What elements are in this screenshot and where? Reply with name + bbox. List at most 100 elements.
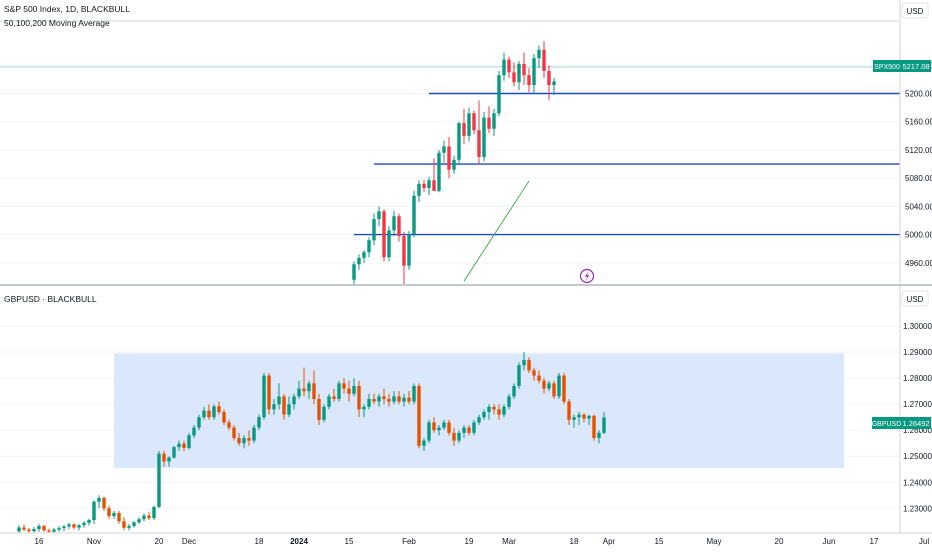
gbpusd-candle-body bbox=[357, 385, 361, 410]
gbpusd-candle-body bbox=[362, 406, 366, 410]
gbpusd-candle-body bbox=[437, 427, 441, 431]
gbpusd-candle-body bbox=[462, 427, 466, 433]
spx-candle-body bbox=[392, 216, 396, 231]
spx-candle-body bbox=[447, 146, 451, 170]
gbpusd-candle-body bbox=[562, 375, 566, 402]
spx-candle-body bbox=[362, 252, 366, 258]
gbpusd-candle-body bbox=[32, 529, 36, 532]
gbpusd-candle-body bbox=[112, 512, 116, 517]
gbpusd-candle-body bbox=[532, 370, 536, 376]
gbpusd-candle-body bbox=[272, 404, 276, 410]
gbpusd-candle-body bbox=[47, 530, 51, 532]
time-tick-label: 18 bbox=[570, 537, 579, 546]
spx-candle-body bbox=[427, 180, 431, 189]
gbpusd-pane[interactable]: GBPUSD · BLACKBULL bbox=[0, 286, 900, 533]
spx-candle-body bbox=[512, 72, 516, 83]
spx-currency-button[interactable]: USD bbox=[901, 2, 929, 19]
time-tick-label: Nov bbox=[87, 537, 101, 546]
event-lightning-icon[interactable] bbox=[579, 268, 595, 284]
gbpusd-tick-label: 1.27000 bbox=[903, 400, 932, 409]
spx-candle-body bbox=[437, 152, 441, 191]
spx-symbol-badge bbox=[873, 60, 901, 72]
gbpusd-candle-body bbox=[557, 375, 561, 397]
gbpusd-range-box[interactable] bbox=[114, 353, 844, 468]
gbpusd-candle-body bbox=[257, 417, 261, 428]
gbpusd-candle-body bbox=[92, 501, 96, 520]
time-tick-label: 20 bbox=[775, 537, 784, 546]
gbpusd-candle-body bbox=[592, 415, 596, 439]
gbpusd-candle-body bbox=[287, 404, 291, 415]
time-tick-label: 2024 bbox=[290, 537, 308, 546]
time-tick-label: 16 bbox=[35, 537, 44, 546]
time-axis-background bbox=[0, 533, 932, 550]
gbpusd-title: GBPUSD · BLACKBULL bbox=[4, 294, 97, 304]
spx-price-badges: SPX500 5217.08 bbox=[873, 60, 931, 72]
gbpusd-candle-body bbox=[482, 412, 486, 418]
gbpusd-candle-body bbox=[597, 432, 601, 439]
gbpusd-candle-body bbox=[567, 401, 571, 420]
time-tick-label: 15 bbox=[345, 537, 354, 546]
spx-tick-label: 5080.00 bbox=[905, 174, 932, 183]
spx-price-axis[interactable]: USD 5240.005200.005160.005120.005080.005… bbox=[899, 0, 932, 284]
gbpusd-candle-body bbox=[332, 396, 336, 399]
spx-candle-body bbox=[442, 146, 446, 153]
spx-candle-body bbox=[432, 180, 436, 191]
gbpusd-candle-body bbox=[162, 453, 166, 462]
time-axis[interactable]: 16 Nov 20 Dec 18 2024 15 Feb 19 Mar 18 Apr 15 May 20 Ju… bbox=[0, 532, 932, 550]
gbpusd-candle-body bbox=[122, 521, 126, 528]
gbpusd-candle-body bbox=[467, 427, 471, 433]
gbpusd-candle-body bbox=[342, 383, 346, 389]
gbpusd-candle-body bbox=[117, 512, 121, 522]
gbpusd-candle-body bbox=[297, 388, 301, 397]
gbpusd-candle-body bbox=[602, 417, 606, 433]
gbpusd-candle-body bbox=[67, 524, 71, 527]
gbpusd-candle-body bbox=[217, 406, 221, 413]
gbpusd-candle-body bbox=[317, 398, 321, 420]
gbpusd-tick-label: 1.24000 bbox=[903, 478, 932, 487]
gbpusd-candle-body bbox=[142, 515, 146, 520]
gbpusd-tick-label: 1.30000 bbox=[903, 322, 932, 331]
spx-candle-body bbox=[552, 81, 556, 86]
gbpusd-candle-body bbox=[72, 524, 76, 528]
spx-moving-average-line bbox=[463, 180, 530, 282]
gbpusd-candle-body bbox=[377, 396, 381, 402]
gbpusd-candle-body bbox=[587, 415, 591, 419]
gbpusd-candle-body bbox=[212, 406, 216, 418]
gbpusd-axis-background bbox=[900, 286, 932, 533]
spx-price-badge bbox=[901, 60, 931, 72]
spx-price-badge-label: 5217.08 bbox=[902, 62, 929, 71]
gbpusd-candle-body bbox=[222, 412, 226, 423]
gbpusd-currency-label: USD bbox=[907, 295, 924, 304]
spx-candle-body bbox=[487, 117, 491, 129]
gbpusd-tick-label: 1.28000 bbox=[903, 374, 932, 383]
spx-symbol-badge-label: SPX500 bbox=[874, 64, 900, 71]
gbpusd-candle-body bbox=[172, 447, 176, 458]
time-tick-label: Apr bbox=[603, 537, 616, 546]
gbpusd-candle-body bbox=[432, 422, 436, 431]
gbpusd-candle-body bbox=[522, 359, 526, 366]
gbpusd-candle-body bbox=[502, 406, 506, 415]
spx-pane[interactable]: S&P 500 Index, 1D, BLACKBULL 50,100,200 … bbox=[0, 0, 900, 284]
spx-horizontal-levels[interactable] bbox=[354, 92, 900, 236]
gbpusd-candle-body bbox=[22, 527, 26, 530]
gbpusd-candle-body bbox=[57, 528, 61, 530]
gbpusd-candle-body bbox=[207, 410, 211, 418]
gbpusd-candle-body bbox=[327, 396, 331, 407]
spx-candle-body bbox=[502, 59, 506, 76]
gbpusd-price-badges: GBPUSD 1.26492 bbox=[872, 417, 931, 429]
spx-candle-body bbox=[412, 195, 416, 234]
gbpusd-candle-body bbox=[352, 385, 356, 394]
gbpusd-candle-body bbox=[157, 453, 161, 507]
gbpusd-tick-label: 1.25000 bbox=[903, 452, 932, 461]
spx-candle-body bbox=[517, 63, 521, 83]
gbpusd-candle-body bbox=[527, 359, 531, 371]
gbpusd-currency-button[interactable]: USD bbox=[901, 290, 929, 307]
gbpusd-price-axis[interactable]: USD 1.300001.290001.280001.270001.260001… bbox=[899, 286, 932, 533]
gbpusd-candle-body bbox=[547, 383, 551, 389]
gbpusd-price-badge bbox=[901, 417, 931, 429]
gbpusd-candle-body bbox=[517, 365, 521, 386]
gbpusd-candle-body bbox=[232, 427, 236, 439]
gbpusd-candle-body bbox=[247, 438, 251, 441]
